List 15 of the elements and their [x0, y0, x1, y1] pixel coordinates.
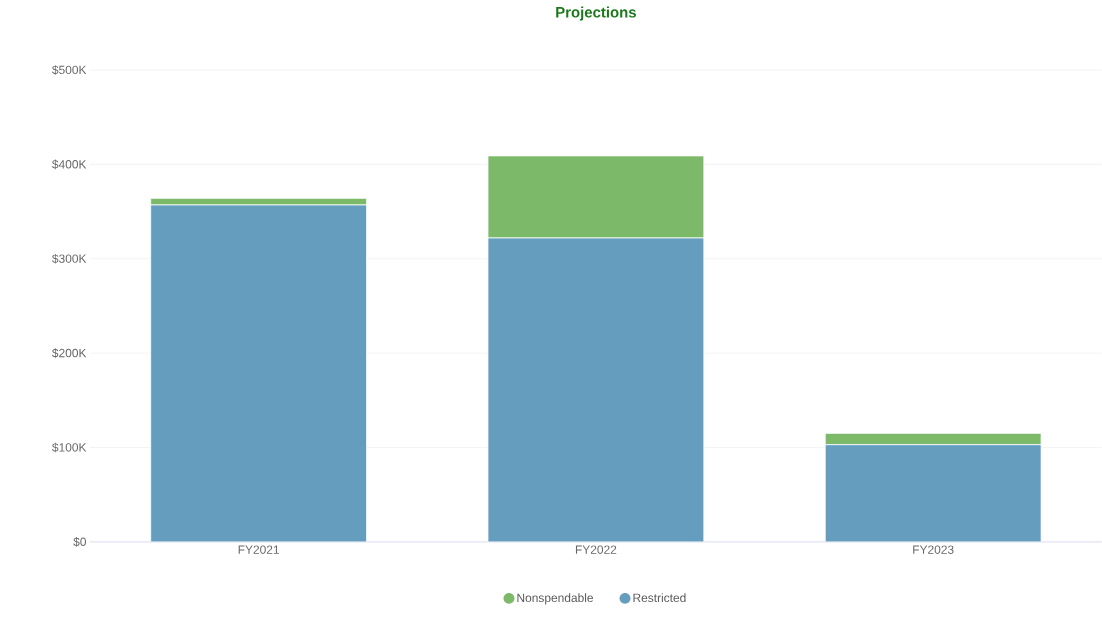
- x-tick-label: FY2021: [238, 545, 279, 554]
- chart-title: Projections: [556, 6, 636, 21]
- legend-label: Nonspendable: [517, 593, 593, 605]
- bar: [487, 237, 705, 542]
- y-tick-label: $200K: [52, 348, 87, 359]
- y-tick-label: $0: [73, 537, 87, 547]
- bar: [150, 204, 367, 542]
- x-tick-label: FY2022: [575, 545, 617, 554]
- y-tick-label: $500K: [52, 65, 87, 75]
- y-tick-label: $400K: [52, 159, 87, 170]
- bar: [824, 444, 1042, 542]
- y-tick-label: $300K: [52, 253, 87, 264]
- legend-label: Restricted: [633, 593, 686, 603]
- x-tick-label: FY2023: [913, 545, 954, 554]
- y-tick-label: $100K: [52, 442, 87, 453]
